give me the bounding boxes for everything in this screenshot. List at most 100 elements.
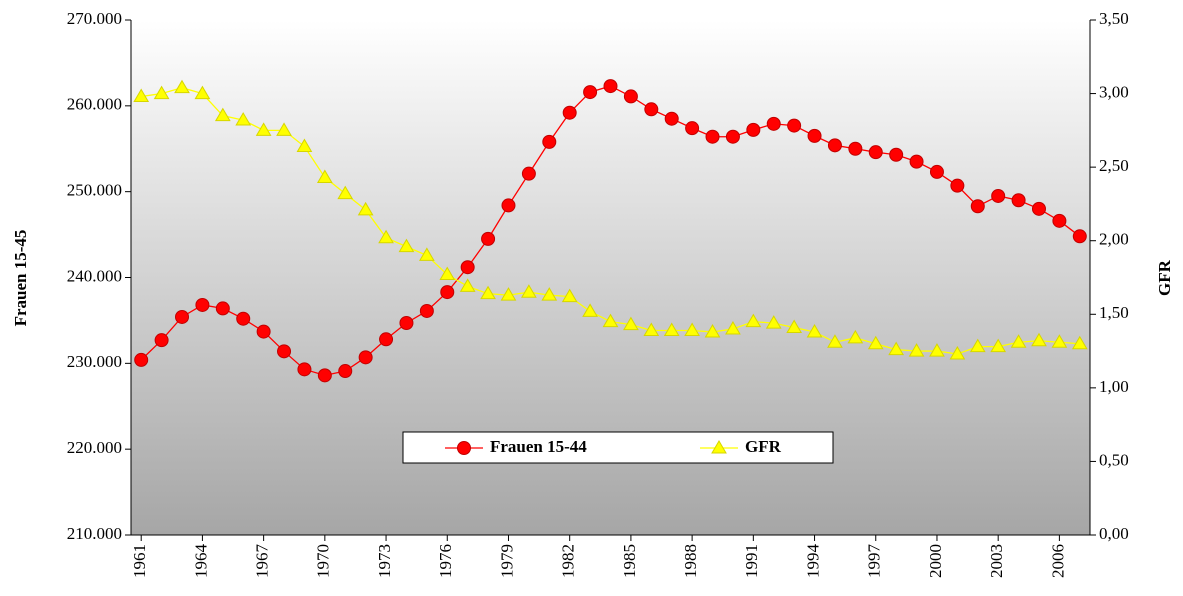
data-point — [929, 164, 944, 179]
data-point — [766, 116, 781, 131]
data-point — [175, 309, 190, 324]
data-point — [664, 111, 679, 126]
x-tick-label: 1970 — [314, 544, 333, 578]
data-point — [868, 145, 883, 160]
y-tick-label: 230.000 — [67, 352, 122, 371]
data-point — [338, 364, 353, 379]
data-point — [379, 332, 394, 347]
data-point — [134, 352, 149, 367]
data-point — [195, 297, 210, 312]
data-point — [663, 322, 680, 336]
data-point — [154, 333, 169, 348]
data-point — [316, 169, 333, 183]
data-point — [276, 122, 292, 136]
data-point — [684, 322, 700, 336]
y-tick-label: 250.000 — [67, 181, 122, 200]
y2-tick-label: 1,50 — [1099, 303, 1129, 322]
data-point — [194, 85, 211, 100]
data-point — [480, 285, 496, 300]
data-point — [255, 122, 272, 136]
data-point — [1051, 334, 1068, 348]
legend-label: Frauen 15-44 — [490, 437, 587, 456]
x-tick-label: 1976 — [436, 544, 455, 578]
x-tick-label: 1997 — [865, 544, 884, 579]
legend: Frauen 15-44 GFR — [402, 431, 834, 464]
data-point — [133, 88, 150, 103]
y-tick-label: 240.000 — [67, 266, 122, 285]
y2-tick-label: 2,00 — [1099, 230, 1129, 249]
data-point — [153, 85, 170, 100]
x-tick-label: 2006 — [1048, 544, 1067, 578]
data-point — [561, 288, 578, 303]
data-point — [623, 89, 638, 104]
data-point — [500, 287, 517, 301]
data-point — [889, 147, 904, 162]
data-point — [418, 247, 435, 261]
data-point — [440, 285, 455, 300]
data-point — [296, 138, 313, 153]
y2-tick-label: 0,00 — [1099, 524, 1129, 543]
data-point — [357, 201, 374, 216]
data-point — [481, 231, 496, 246]
x-tick-label: 2000 — [926, 544, 945, 578]
data-point — [174, 79, 190, 94]
data-point — [949, 346, 966, 360]
data-point — [909, 154, 924, 169]
data-point — [969, 338, 986, 353]
data-point — [562, 105, 577, 120]
data-point — [725, 129, 740, 144]
data-point — [1031, 332, 1047, 347]
data-point — [908, 343, 925, 357]
data-point — [704, 323, 721, 338]
data-point — [297, 362, 312, 377]
data-point — [705, 129, 720, 144]
legend-label: GFR — [745, 437, 782, 456]
y2-tick-label: 3,00 — [1099, 82, 1129, 101]
data-point — [643, 322, 660, 336]
data-point — [459, 278, 476, 292]
y2-tick-label: 3,50 — [1099, 9, 1129, 28]
data-point — [787, 118, 802, 133]
data-point — [521, 166, 536, 181]
data-point — [807, 128, 822, 143]
data-point — [582, 303, 598, 317]
data-point — [542, 134, 557, 149]
data-point — [277, 344, 292, 359]
x-tick-label: 1961 — [130, 544, 149, 578]
y-tick-label: 260.000 — [67, 95, 122, 114]
legend-marker — [711, 440, 727, 454]
y2-tick-label: 1,00 — [1099, 377, 1129, 396]
data-point — [827, 138, 842, 153]
y-tick-label: 270.000 — [67, 9, 122, 28]
data-point — [583, 85, 598, 100]
data-point — [358, 350, 373, 365]
data-point — [398, 238, 415, 253]
data-point — [256, 324, 271, 339]
data-point — [521, 284, 537, 298]
data-point — [765, 315, 782, 329]
data-point — [378, 229, 394, 244]
data-point — [602, 313, 619, 328]
data-point — [847, 329, 864, 344]
y-axis-label: Frauen 15-45 — [11, 230, 30, 327]
x-tick-label: 1985 — [620, 544, 639, 578]
data-point — [990, 338, 1007, 353]
x-tick-label: 1994 — [803, 544, 822, 579]
y2-axis-label: GFR — [1155, 259, 1174, 296]
data-point — [1011, 193, 1026, 208]
x-tick-label: 2003 — [987, 544, 1006, 578]
data-point — [929, 343, 945, 357]
x-tick-label: 1979 — [497, 544, 516, 578]
data-point — [827, 334, 843, 348]
data-point — [541, 287, 558, 301]
data-point — [337, 185, 354, 200]
data-point — [848, 141, 863, 156]
x-tick-label: 1973 — [375, 544, 394, 578]
x-tick-label: 1988 — [681, 544, 700, 578]
y2-tick-label: 2,50 — [1099, 156, 1129, 175]
data-point — [725, 321, 741, 335]
data-point — [950, 178, 965, 193]
x-tick-label: 1982 — [559, 544, 578, 578]
data-point — [236, 311, 251, 326]
